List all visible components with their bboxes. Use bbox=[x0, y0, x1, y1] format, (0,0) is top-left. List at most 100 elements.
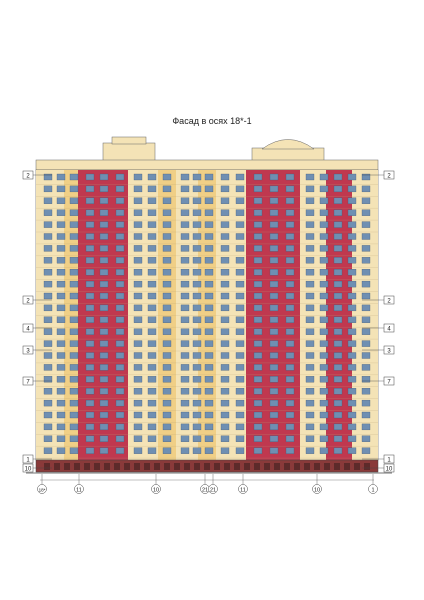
window bbox=[269, 304, 279, 312]
window bbox=[220, 209, 230, 216]
window bbox=[285, 376, 295, 383]
ground-floor-openings bbox=[44, 463, 370, 470]
facade-band bbox=[246, 170, 300, 460]
window bbox=[43, 364, 53, 371]
window bbox=[220, 245, 230, 252]
window bbox=[347, 316, 357, 323]
window bbox=[147, 280, 157, 288]
window bbox=[69, 257, 79, 264]
window bbox=[253, 399, 263, 407]
window bbox=[115, 173, 125, 181]
window bbox=[85, 185, 95, 193]
window bbox=[333, 197, 343, 204]
window bbox=[235, 173, 245, 181]
window bbox=[204, 304, 214, 312]
window bbox=[305, 328, 315, 335]
window bbox=[333, 257, 343, 264]
window bbox=[85, 447, 95, 454]
window bbox=[85, 435, 95, 442]
window bbox=[361, 328, 371, 335]
window bbox=[192, 269, 202, 276]
window bbox=[69, 233, 79, 240]
window bbox=[220, 388, 230, 395]
window bbox=[115, 435, 125, 442]
window bbox=[269, 376, 279, 383]
window bbox=[204, 173, 214, 181]
window bbox=[99, 364, 109, 371]
window bbox=[69, 185, 79, 193]
window bbox=[99, 280, 109, 288]
window bbox=[133, 233, 143, 240]
window bbox=[269, 364, 279, 371]
window bbox=[319, 245, 329, 252]
window bbox=[204, 352, 214, 359]
window bbox=[69, 411, 79, 419]
window bbox=[319, 269, 329, 276]
window bbox=[253, 269, 263, 276]
window bbox=[147, 233, 157, 240]
window bbox=[319, 352, 329, 359]
window bbox=[333, 388, 343, 395]
window bbox=[99, 435, 109, 442]
window bbox=[220, 447, 230, 454]
window bbox=[285, 221, 295, 228]
window bbox=[220, 435, 230, 442]
facade-bands bbox=[36, 170, 378, 460]
window bbox=[56, 233, 66, 240]
window bbox=[347, 269, 357, 276]
window bbox=[361, 388, 371, 395]
window bbox=[347, 197, 357, 204]
window bbox=[43, 352, 53, 359]
window bbox=[305, 221, 315, 228]
window bbox=[180, 376, 190, 383]
window bbox=[333, 304, 343, 312]
window bbox=[204, 257, 214, 264]
window bbox=[115, 304, 125, 312]
window bbox=[69, 209, 79, 216]
window bbox=[99, 269, 109, 276]
window bbox=[115, 292, 125, 300]
ground-opening bbox=[144, 463, 150, 470]
level-mark-label: 10 bbox=[25, 467, 32, 473]
window bbox=[162, 197, 172, 204]
window bbox=[99, 352, 109, 359]
window bbox=[235, 209, 245, 216]
window bbox=[220, 197, 230, 204]
window bbox=[99, 292, 109, 300]
window bbox=[85, 280, 95, 288]
window bbox=[305, 209, 315, 216]
window bbox=[204, 411, 214, 419]
window bbox=[192, 328, 202, 335]
window bbox=[99, 399, 109, 407]
window bbox=[285, 257, 295, 264]
window bbox=[180, 280, 190, 288]
ground-opening bbox=[204, 463, 210, 470]
ground-opening bbox=[124, 463, 130, 470]
level-mark-label: 2 bbox=[26, 299, 30, 305]
window bbox=[269, 221, 279, 228]
window bbox=[269, 269, 279, 276]
parapet bbox=[35, 159, 379, 171]
window bbox=[99, 316, 109, 323]
window bbox=[115, 316, 125, 323]
ground-opening bbox=[184, 463, 190, 470]
window bbox=[305, 257, 315, 264]
window bbox=[69, 399, 79, 407]
window bbox=[115, 364, 125, 371]
window bbox=[162, 304, 172, 312]
window bbox=[133, 435, 143, 442]
window bbox=[319, 447, 329, 454]
window bbox=[347, 340, 357, 347]
window bbox=[347, 233, 357, 240]
window bbox=[85, 233, 95, 240]
window bbox=[133, 269, 143, 276]
drawing-title: Фасад в осях 18*-1 bbox=[172, 116, 252, 126]
window bbox=[235, 304, 245, 312]
window bbox=[147, 447, 157, 454]
window bbox=[347, 304, 357, 312]
window bbox=[235, 388, 245, 395]
window bbox=[347, 280, 357, 288]
window bbox=[69, 173, 79, 181]
window bbox=[85, 257, 95, 264]
window bbox=[285, 423, 295, 431]
